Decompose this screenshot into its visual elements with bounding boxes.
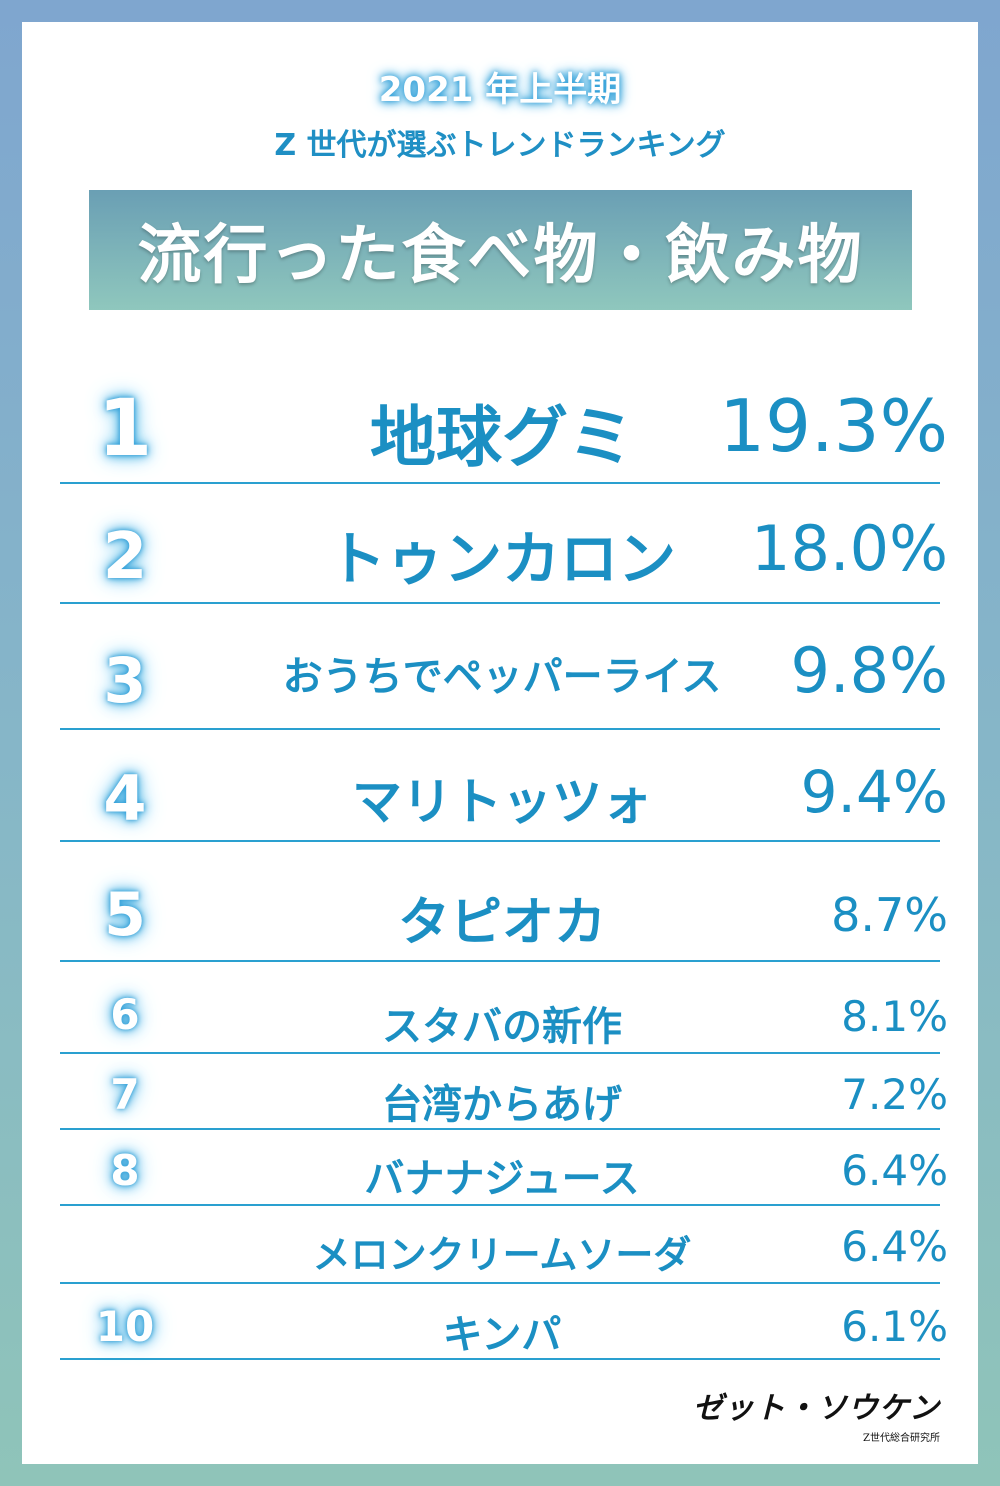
rank-number: 3 (103, 644, 147, 717)
rank-number: 7 (110, 1070, 140, 1119)
logo-subtext: Z世代総合研究所 (863, 1433, 940, 1444)
category-title: 流行った食べ物・飲み物 (137, 219, 864, 293)
row-divider (60, 1052, 940, 1054)
item-percent: 8.1% (841, 992, 948, 1041)
ranking-card: 2021 年上半期 Z 世代が選ぶトレンドランキング 流行った食べ物・飲み物 1… (22, 22, 978, 1464)
row-divider (60, 1282, 940, 1284)
item-name: 地球グミ (370, 399, 634, 476)
item-name: トゥンカロン (327, 525, 676, 593)
row-divider (60, 960, 940, 962)
item-name: マリトッツォ (352, 773, 652, 831)
item-percent: 9.8% (790, 634, 948, 707)
item-percent: 6.4% (841, 1146, 948, 1195)
rank-number: 1 (97, 384, 153, 474)
item-percent: 18.0% (751, 512, 948, 585)
item-name: バナナジュース (364, 1156, 640, 1202)
item-name: スタバの新作 (382, 1004, 622, 1050)
row-divider (60, 1204, 940, 1206)
rank-number: 6 (110, 990, 140, 1039)
row-divider (60, 840, 940, 842)
row-divider (60, 1128, 940, 1130)
item-name: キンパ (442, 1312, 562, 1358)
rank-number: 5 (104, 880, 146, 950)
item-percent: 7.2% (841, 1070, 948, 1119)
header-subtitle: Z 世代が選ぶトレンドランキング (274, 128, 726, 163)
item-percent: 6.4% (841, 1222, 948, 1271)
item-percent: 8.7% (831, 888, 948, 942)
row-divider (60, 482, 940, 484)
row-divider (60, 728, 940, 730)
rank-number: 10 (95, 1302, 155, 1351)
item-name: メロンクリームソーダ (312, 1233, 692, 1277)
item-percent: 9.4% (800, 758, 948, 826)
logo-text: ゼット・ソウケン (692, 1391, 940, 1426)
row-divider (60, 602, 940, 604)
rank-number: 4 (103, 762, 147, 835)
item-name: タピオカ (397, 893, 606, 953)
item-percent: 6.1% (841, 1302, 948, 1351)
row-divider (60, 1358, 940, 1360)
header-year: 2021 年上半期 (378, 70, 622, 110)
item-percent: 19.3% (719, 384, 948, 468)
category-banner: 流行った食べ物・飲み物 (89, 190, 912, 310)
item-name: おうちでペッパーライス (282, 654, 722, 700)
rank-number: 8 (110, 1146, 140, 1195)
item-name: 台湾からあげ (382, 1082, 622, 1128)
brand-logo: ゼット・ソウケン Z世代総合研究所 (693, 1383, 940, 1444)
rank-number: 2 (102, 520, 148, 594)
